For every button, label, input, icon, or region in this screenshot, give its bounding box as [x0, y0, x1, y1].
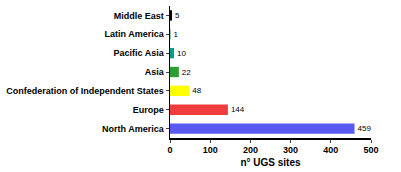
svg-text:Confederation of Independent S: Confederation of Independent States [6, 86, 164, 96]
svg-text:144: 144 [231, 105, 245, 114]
svg-text:5: 5 [175, 11, 180, 20]
svg-text:1: 1 [173, 30, 178, 39]
svg-text:North America: North America [102, 124, 165, 134]
svg-text:300: 300 [283, 145, 298, 155]
svg-text:400: 400 [323, 145, 338, 155]
svg-text:100: 100 [203, 145, 218, 155]
svg-text:Asia: Asia [145, 67, 165, 77]
svg-text:500: 500 [363, 145, 378, 155]
svg-text:0: 0 [167, 145, 172, 155]
svg-text:Middle East: Middle East [114, 11, 164, 21]
svg-text:459: 459 [358, 124, 372, 133]
svg-text:10: 10 [177, 49, 186, 58]
svg-text:Latin America: Latin America [105, 29, 165, 39]
svg-text:Europe: Europe [133, 105, 164, 115]
svg-text:200: 200 [243, 145, 258, 155]
svg-text:22: 22 [182, 68, 191, 77]
svg-text:n° UGS sites: n° UGS sites [240, 157, 301, 168]
svg-text:48: 48 [192, 86, 201, 95]
svg-text:Pacific Asia: Pacific Asia [113, 48, 164, 58]
